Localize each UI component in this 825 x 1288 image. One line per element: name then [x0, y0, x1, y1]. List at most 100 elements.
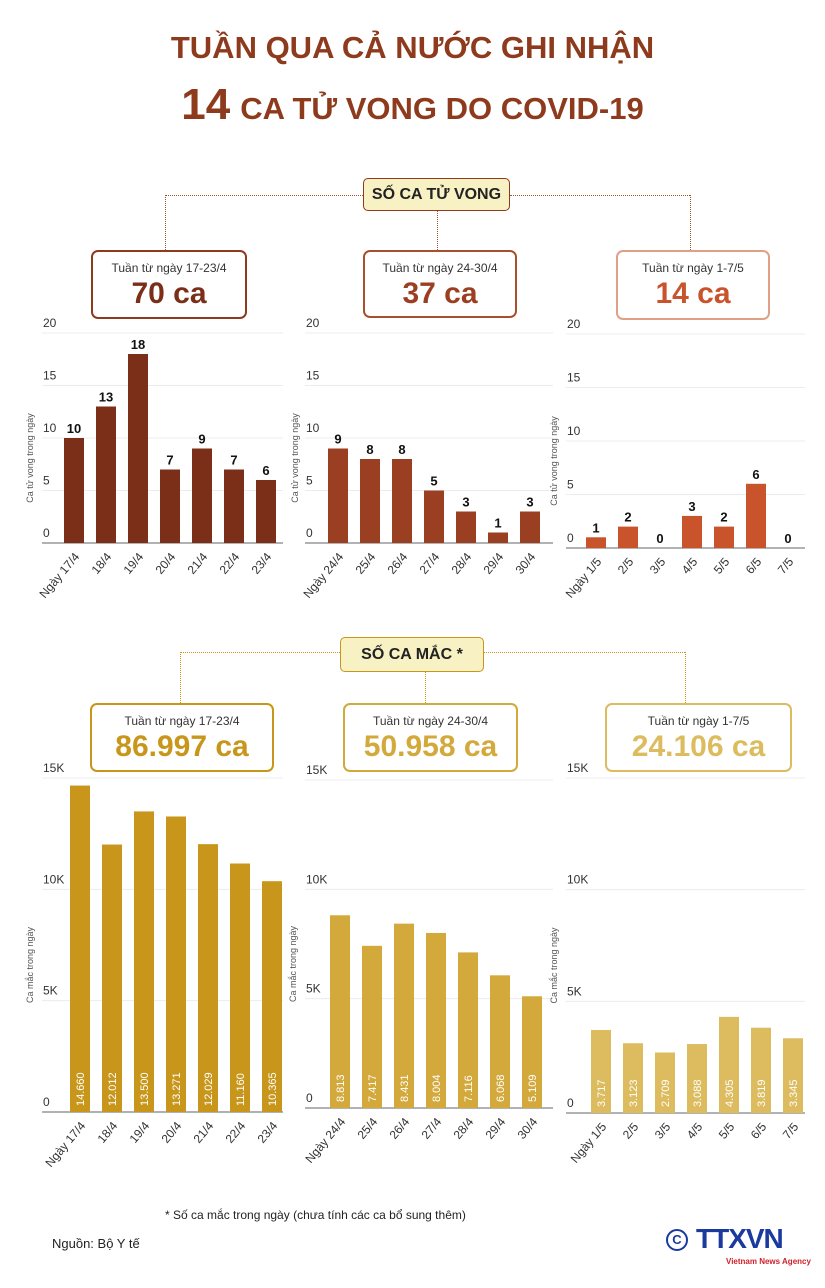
data-label: 3.088	[692, 1079, 704, 1107]
bar	[746, 483, 766, 548]
y-axis-label: Ca mắc trong ngày	[25, 926, 35, 1003]
data-label: 13	[99, 390, 113, 405]
data-label: 9	[334, 432, 341, 447]
data-label: 0	[656, 531, 663, 546]
y-tick-label: 5	[567, 478, 574, 492]
x-tick-label: 18/4	[89, 550, 115, 577]
x-tick-label: 20/4	[159, 1119, 185, 1146]
data-label: 10.365	[267, 1072, 279, 1106]
data-label: 6	[262, 463, 269, 478]
bar	[490, 975, 510, 1108]
x-tick-label: Ngày 1/5	[563, 555, 605, 601]
data-label: 3.819	[756, 1079, 768, 1107]
data-label: 12.029	[203, 1072, 215, 1106]
deaths-week-3: Tuần từ ngày 1-7/5 14 ca	[616, 250, 770, 320]
data-label: 8.004	[431, 1074, 443, 1102]
y-tick-label: 10	[306, 421, 320, 435]
x-tick-label: Ngày 17/4	[36, 550, 82, 601]
x-tick-label: 21/4	[185, 550, 211, 577]
x-tick-label: 6/5	[748, 1120, 770, 1142]
data-label: 1	[592, 520, 599, 535]
y-tick-label: 0	[306, 1091, 313, 1105]
week-label: Tuần từ ngày 1-7/5	[642, 261, 744, 275]
x-tick-label: 21/4	[191, 1119, 217, 1146]
connector	[180, 652, 181, 703]
bar	[682, 515, 702, 548]
bar	[192, 448, 212, 543]
bar	[424, 490, 444, 543]
title-number: 14	[181, 80, 231, 129]
bar	[618, 526, 638, 548]
data-label: 7	[230, 453, 237, 468]
bar	[591, 1029, 611, 1113]
footnote: * Số ca mắc trong ngày (chưa tính các ca…	[165, 1208, 466, 1222]
data-label: 9	[198, 432, 205, 447]
y-tick-label: 5K	[306, 982, 321, 996]
bar	[586, 537, 606, 548]
bar	[330, 915, 350, 1108]
bar	[360, 459, 380, 543]
y-tick-label: 15	[567, 371, 581, 385]
x-tick-label: 5/5	[711, 555, 733, 577]
data-label: 8.813	[335, 1074, 347, 1102]
bar	[426, 932, 446, 1108]
week-total: 70 ca	[131, 277, 207, 310]
y-tick-label: 0	[43, 526, 50, 540]
x-tick-label: 27/4	[419, 1115, 445, 1142]
connector	[484, 652, 685, 653]
x-tick-label: Ngày 17/4	[42, 1119, 88, 1170]
bar	[655, 1052, 675, 1113]
cases-week-1: Tuần từ ngày 17-23/4 86.997 ca	[90, 703, 274, 772]
x-tick-label: 7/5	[780, 1120, 802, 1142]
x-tick-label: Ngày 24/4	[300, 550, 346, 601]
y-axis-label: Ca tử vong trong ngày	[25, 413, 35, 503]
connector	[165, 195, 363, 196]
week-label: Tuần từ ngày 24-30/4	[382, 261, 498, 275]
bar	[70, 785, 90, 1112]
deaths-week-2: Tuần từ ngày 24-30/4 37 ca	[363, 250, 517, 318]
cases-week-3: Tuần từ ngày 1-7/5 24.106 ca	[605, 703, 792, 772]
connector	[180, 652, 340, 653]
bar	[362, 945, 382, 1108]
bar	[262, 881, 282, 1112]
bar	[230, 863, 250, 1112]
x-tick-label: 19/4	[121, 550, 147, 577]
data-label: 8.431	[399, 1074, 411, 1102]
x-tick-label: 28/4	[451, 1115, 477, 1142]
y-tick-label: 10K	[567, 873, 588, 887]
x-tick-label: 23/4	[249, 550, 275, 577]
x-tick-label: 30/4	[515, 1115, 541, 1142]
data-label: 2	[624, 510, 631, 525]
data-label: 4.305	[724, 1079, 736, 1107]
data-label: 6.068	[495, 1074, 507, 1102]
data-label: 13.271	[171, 1072, 183, 1106]
y-tick-label: 10	[43, 421, 57, 435]
y-tick-label: 0	[306, 526, 313, 540]
x-tick-label: 25/4	[355, 1115, 381, 1142]
week-total: 86.997 ca	[115, 730, 249, 763]
bar	[714, 526, 734, 548]
data-label: 3.717	[596, 1079, 608, 1107]
data-label: 0	[784, 531, 791, 546]
bar	[128, 354, 148, 543]
source: Nguồn: Bộ Y tế	[52, 1236, 140, 1251]
data-label: 11.160	[235, 1073, 247, 1106]
connector	[510, 195, 690, 196]
data-label: 8	[398, 442, 405, 457]
data-label: 7.116	[463, 1075, 475, 1102]
x-tick-label: 26/4	[387, 1115, 413, 1142]
data-label: 5	[430, 474, 437, 489]
bar	[166, 816, 186, 1112]
data-label: 6	[752, 467, 759, 482]
connector	[685, 652, 686, 703]
y-tick-label: 20	[567, 317, 581, 331]
bar	[522, 996, 542, 1108]
cases-week-2: Tuần từ ngày 24-30/4 50.958 ca	[343, 703, 518, 772]
x-tick-label: 4/5	[684, 1120, 706, 1142]
y-tick-label: 15K	[306, 763, 327, 777]
x-tick-label: Ngày 24/4	[302, 1115, 348, 1166]
x-tick-label: 3/5	[652, 1120, 674, 1142]
y-tick-label: 0	[567, 1096, 574, 1110]
x-tick-label: 2/5	[615, 555, 637, 577]
